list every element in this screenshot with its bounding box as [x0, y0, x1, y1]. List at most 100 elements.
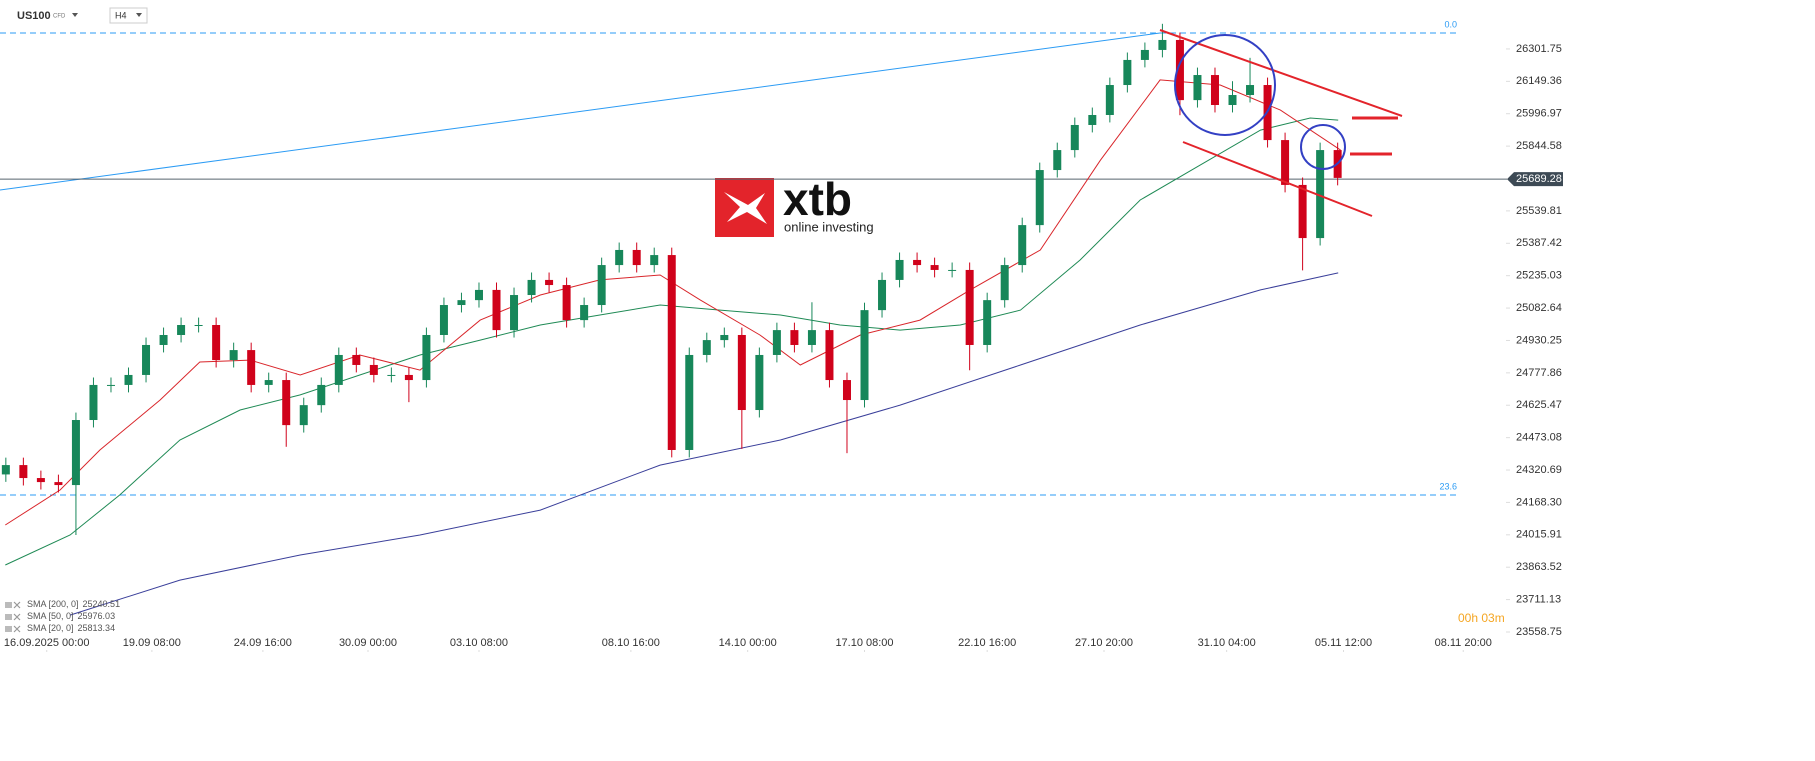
candle-body [1053, 150, 1062, 171]
candle-body [36, 478, 45, 483]
candle-body [527, 279, 536, 296]
sma-line [5, 117, 1339, 566]
candle-body [895, 259, 904, 280]
sma-line [5, 79, 1341, 526]
legend-entry: SMA [50, 0] 25976.03 [27, 611, 115, 621]
legend-entry: SMA [200, 0] 25240.51 [27, 599, 120, 609]
symbol: US100 [17, 10, 51, 22]
legend-icon [5, 614, 12, 620]
candle-body [1, 465, 10, 475]
candle-body [229, 350, 238, 361]
candle-body [755, 354, 764, 411]
candle-body [948, 269, 957, 271]
y-tick-label: 23558.75 [1516, 626, 1562, 638]
logo: xtb online investing [715, 173, 874, 237]
trend-line [0, 32, 1161, 191]
candle-body [1281, 140, 1290, 185]
timeframe-selector[interactable]: H4 [109, 7, 148, 24]
fib-label: 0.0 [1444, 19, 1457, 29]
candle-body [702, 340, 711, 355]
channel-upper [1159, 29, 1403, 117]
x-tick-label: 08.11 20:00 [1435, 637, 1492, 649]
candle-body [159, 334, 168, 345]
current-price-label: 25689.28 [1516, 173, 1562, 185]
candle-body [597, 265, 606, 306]
legend-name: SMA [200, 0] [27, 599, 79, 609]
x-tick-label: 16.09.2025 00:00 [4, 637, 90, 649]
dropdown-arrow [72, 13, 78, 17]
candle-body [1035, 170, 1044, 226]
candle-body [772, 330, 781, 355]
y-tick-label: 24015.91 [1516, 529, 1562, 541]
candle-body [1018, 225, 1027, 266]
dropdown-arrow [136, 13, 142, 17]
candle-body [19, 465, 28, 479]
x-tick-label: 05.11 12:00 [1315, 637, 1372, 649]
candle-body [860, 310, 869, 401]
candle-body [404, 374, 413, 381]
candle-body [177, 325, 186, 335]
candle-body [1088, 114, 1097, 125]
candle-body [1193, 75, 1202, 101]
candle-body [212, 325, 221, 361]
candle-body [194, 325, 203, 326]
legend-value: 25976.03 [78, 611, 116, 621]
candle-body [790, 330, 799, 345]
y-tick-label: 25539.81 [1516, 205, 1562, 217]
legend-entry: SMA [20, 0] 25813.34 [27, 623, 115, 633]
candle-body [825, 330, 834, 381]
symbol-selector[interactable]: US100 CFD [17, 10, 78, 22]
candle-body [247, 350, 256, 385]
y-tick-label: 25996.97 [1516, 108, 1562, 120]
candle-body [142, 344, 151, 375]
legend-name: SMA [20, 0] [27, 623, 74, 633]
candle-body [1140, 49, 1149, 60]
legend-remove [13, 601, 21, 609]
y-tick-label: 25235.03 [1516, 270, 1562, 282]
candle-body [685, 354, 694, 450]
legend-icon [5, 626, 12, 632]
candle-body [299, 405, 308, 426]
candle-body [965, 269, 974, 345]
y-tick-label: 25844.58 [1516, 140, 1562, 152]
candle-body [89, 384, 98, 421]
candle-body [913, 259, 922, 266]
highlight-circle [1300, 124, 1346, 170]
candle-body [667, 255, 676, 450]
sma-line [69, 272, 1339, 616]
legend-value: 25813.34 [78, 623, 116, 633]
candle-body [71, 420, 80, 486]
y-tick-label: 24930.25 [1516, 334, 1562, 346]
x-tick-label: 03.10 08:00 [450, 637, 508, 649]
y-tick-label: 24168.30 [1516, 496, 1562, 508]
x-tick-label: 22.10 16:00 [958, 637, 1016, 649]
logo-name: xtb [783, 173, 852, 225]
legend-icon [5, 602, 12, 608]
candle-body [457, 300, 466, 306]
x-tick-label: 14.10 00:00 [719, 637, 777, 649]
y-tick-label: 26149.36 [1516, 75, 1562, 87]
timeframe: H4 [115, 10, 127, 20]
candle-body [422, 334, 431, 381]
y-tick-label: 24320.69 [1516, 464, 1562, 476]
candle-body [807, 330, 816, 345]
candle-body [1070, 124, 1079, 151]
candle-body [580, 305, 589, 321]
timer: 00h 03m [1458, 611, 1505, 625]
candle-body [106, 384, 115, 386]
x-tick-label: 08.10 16:00 [602, 637, 660, 649]
candle-body [352, 354, 361, 365]
candle-body [510, 295, 519, 331]
candle-body [492, 289, 501, 331]
candle-body [264, 380, 273, 385]
candle-body [1246, 85, 1255, 96]
symbol-tag: CFD [53, 14, 66, 20]
y-tick-label: 23711.13 [1516, 594, 1561, 606]
x-tick-label: 24.09 16:00 [234, 637, 292, 649]
candle-body [615, 249, 624, 266]
highlight-circle [1174, 34, 1276, 136]
candle-body [387, 374, 396, 376]
x-tick-label: 27.10 20:00 [1075, 637, 1133, 649]
